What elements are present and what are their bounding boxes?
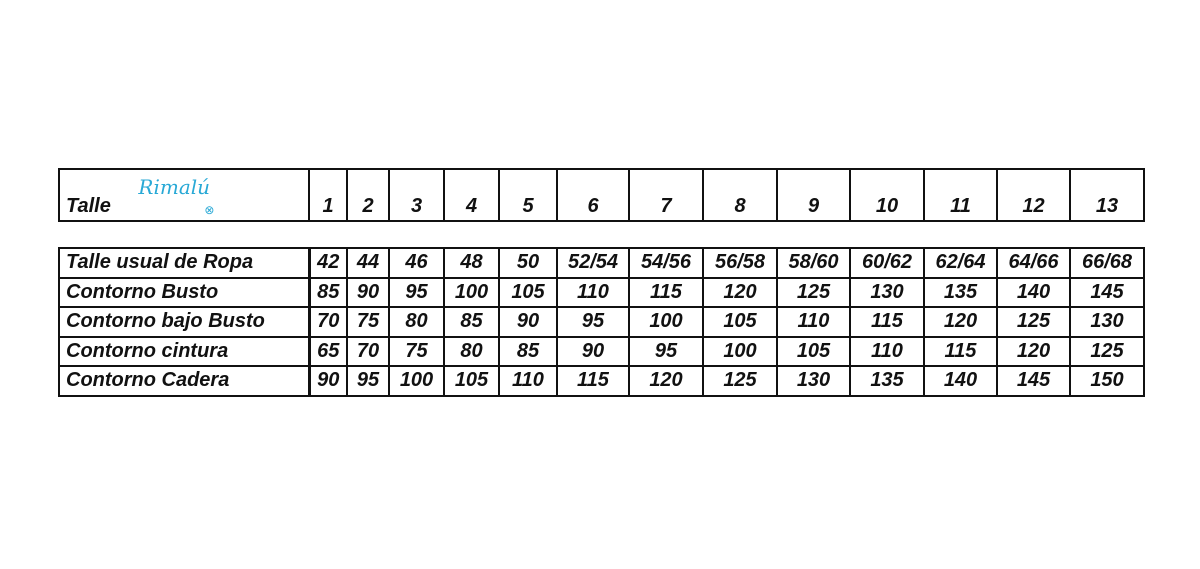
size-header-cell: 3: [388, 168, 445, 222]
measurement-cell: 70: [346, 335, 390, 367]
size-header-cell: 5: [498, 168, 558, 222]
table-row: Contorno Busto 85 90 95 100 105 110 115 120 125 13…: [58, 276, 1145, 308]
measurement-cell: 85: [308, 276, 348, 308]
measurement-cell: 100: [628, 306, 704, 338]
measurement-cell: 120: [923, 306, 998, 338]
size-header-cell: 13: [1069, 168, 1145, 222]
measurement-cell: 125: [776, 276, 851, 308]
measurement-cell: 64/66: [996, 247, 1071, 279]
measurement-cell: 125: [1069, 335, 1145, 367]
table-row: Contorno cintura 65 70 75 80 85 90 95 100 105 110 1…: [58, 335, 1145, 367]
measurement-cell: 150: [1069, 365, 1145, 397]
measurement-cell: 75: [346, 306, 390, 338]
measurement-cell: 56/58: [702, 247, 778, 279]
table-row: Contorno Cadera 90 95 100 105 110 115 120 125 130…: [58, 365, 1145, 397]
measurement-cell: 110: [556, 276, 630, 308]
measurement-cell: 100: [443, 276, 500, 308]
measurement-cell: 100: [388, 365, 445, 397]
row-label: Contorno bajo Busto: [58, 306, 311, 338]
measurement-cell: 44: [346, 247, 390, 279]
measurement-cell: 48: [443, 247, 500, 279]
talle-label: Talle: [66, 195, 111, 217]
measurement-cell: 105: [776, 335, 851, 367]
row-label: Contorno Cadera: [58, 365, 311, 397]
measurement-cell: 115: [556, 365, 630, 397]
measurement-cell: 115: [849, 306, 925, 338]
measurement-cell: 70: [308, 306, 348, 338]
size-header-table: Talle Rimalú ⊗ 1 2 3 4 5 6 7 8 9 10 11 12 13: [58, 168, 1145, 222]
table-row: Talle usual de Ropa 42 44 46 48 50 52/54 54/56 5…: [58, 247, 1145, 279]
measurement-cell: 90: [556, 335, 630, 367]
measurement-cell: 140: [996, 276, 1071, 308]
measurement-cell: 140: [923, 365, 998, 397]
measurement-cell: 90: [498, 306, 558, 338]
size-header-cell: 9: [776, 168, 851, 222]
logo-signature: Rimalú: [138, 175, 211, 199]
size-header-cell: 8: [702, 168, 778, 222]
measurement-cell: 130: [1069, 306, 1145, 338]
measurement-cell: 95: [628, 335, 704, 367]
measurement-cell: 65: [308, 335, 348, 367]
measurement-cell: 95: [556, 306, 630, 338]
measurement-cell: 95: [388, 276, 445, 308]
size-header-cell: 7: [628, 168, 704, 222]
row-label: Contorno cintura: [58, 335, 311, 367]
measurement-cell: 50: [498, 247, 558, 279]
size-header-cell: 1: [308, 168, 348, 222]
measurement-cell: 120: [996, 335, 1071, 367]
measurement-cell: 145: [996, 365, 1071, 397]
logo-mark-icon: ⊗: [204, 203, 215, 217]
size-header-row: Talle Rimalú ⊗ 1 2 3 4 5 6 7 8 9 10 11 12 13: [58, 168, 1145, 222]
size-header-cell: 11: [923, 168, 998, 222]
measurement-cell: 66/68: [1069, 247, 1145, 279]
size-header-cell: 6: [556, 168, 630, 222]
measurement-cell: 42: [308, 247, 348, 279]
measurement-cell: 145: [1069, 276, 1145, 308]
measurement-cell: 135: [849, 365, 925, 397]
measurement-cell: 54/56: [628, 247, 704, 279]
measurement-cell: 110: [498, 365, 558, 397]
measurement-cell: 85: [443, 306, 500, 338]
measurement-cell: 115: [923, 335, 998, 367]
measurement-cell: 90: [346, 276, 390, 308]
measurement-cell: 52/54: [556, 247, 630, 279]
measurement-cell: 95: [346, 365, 390, 397]
measurement-cell: 75: [388, 335, 445, 367]
measurement-cell: 125: [996, 306, 1071, 338]
measurement-cell: 120: [702, 276, 778, 308]
measurement-cell: 110: [849, 335, 925, 367]
table-row: Contorno bajo Busto 70 75 80 85 90 95 100 105 110…: [58, 306, 1145, 338]
row-label: Talle usual de Ropa: [58, 247, 311, 279]
measurement-cell: 130: [849, 276, 925, 308]
measurement-cell: 135: [923, 276, 998, 308]
size-header-cell: 12: [996, 168, 1071, 222]
measurement-cell: 105: [498, 276, 558, 308]
measurement-cell: 60/62: [849, 247, 925, 279]
measurement-cell: 85: [498, 335, 558, 367]
brand-logo: Rimalú ⊗: [138, 176, 234, 218]
measurement-cell: 100: [702, 335, 778, 367]
measurement-cell: 120: [628, 365, 704, 397]
header-label-cell: Talle Rimalú ⊗: [58, 168, 310, 222]
measurement-cell: 115: [628, 276, 704, 308]
size-header-cell: 2: [346, 168, 390, 222]
measurement-cell: 80: [388, 306, 445, 338]
measurement-cell: 58/60: [776, 247, 851, 279]
size-measurements-table: Talle usual de Ropa 42 44 46 48 50 52/54 54/56 5…: [58, 247, 1145, 397]
size-header-cell: 4: [443, 168, 500, 222]
row-label: Contorno Busto: [58, 276, 311, 308]
measurement-cell: 130: [776, 365, 851, 397]
measurement-cell: 90: [308, 365, 348, 397]
measurement-cell: 46: [388, 247, 445, 279]
measurement-cell: 125: [702, 365, 778, 397]
measurement-cell: 105: [443, 365, 500, 397]
measurement-cell: 62/64: [923, 247, 998, 279]
measurement-cell: 110: [776, 306, 851, 338]
size-header-cell: 10: [849, 168, 925, 222]
measurement-cell: 105: [702, 306, 778, 338]
measurement-cell: 80: [443, 335, 500, 367]
